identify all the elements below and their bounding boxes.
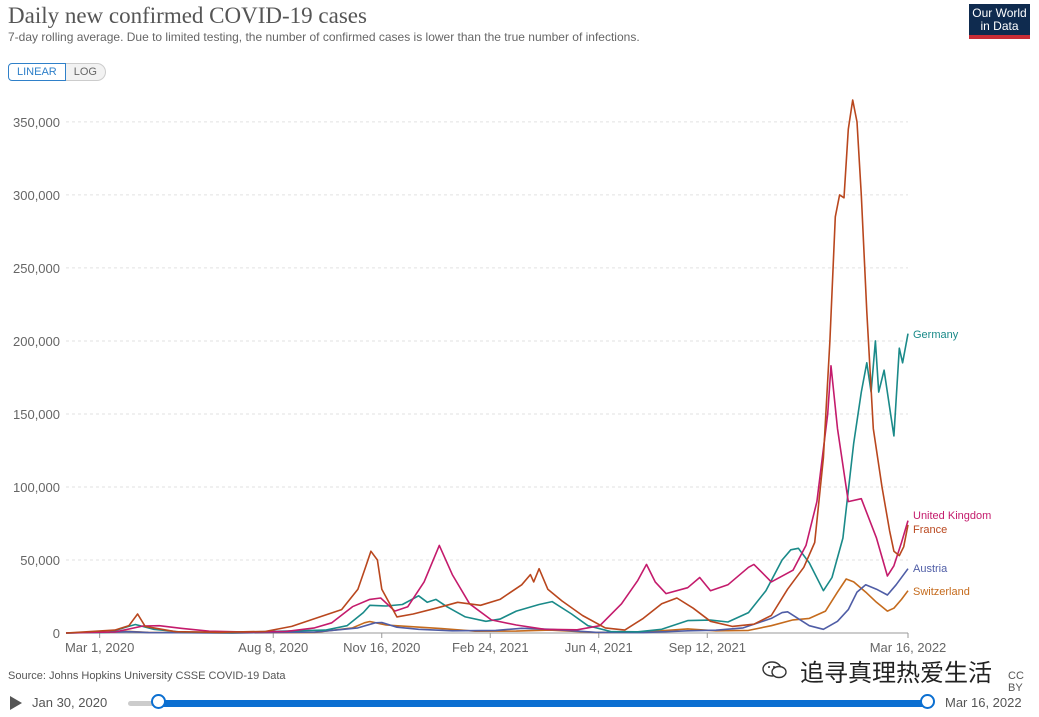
end-label-united-kingdom[interactable]: United Kingdom <box>913 510 991 522</box>
y-tick-label: 0 <box>53 626 60 641</box>
linear-scale-button[interactable]: LINEAR <box>8 63 66 81</box>
y-tick-label: 150,000 <box>13 407 60 422</box>
watermark-text: 追寻真理热爱生活 <box>800 659 992 687</box>
series-line-switzerland[interactable] <box>65 578 909 634</box>
y-axis-ticks: 0 50,000 100,000 150,000 200,000 250,000 300,0… <box>13 115 60 641</box>
chart-subtitle: 7-day rolling average. Due to limited te… <box>8 30 640 44</box>
timeline-end-handle[interactable] <box>920 694 935 709</box>
x-tick-label: Mar 16, 2022 <box>870 640 947 655</box>
play-icon[interactable] <box>10 696 22 710</box>
series-line-france[interactable] <box>65 99 909 634</box>
end-label-switzerland[interactable]: Switzerland <box>913 586 970 598</box>
x-tick-label: Mar 1, 2020 <box>65 640 134 655</box>
line-chart: 0 50,000 100,000 150,000 200,000 250,000 300,0… <box>13 99 991 655</box>
x-tick-label: Jun 4, 2021 <box>565 640 633 655</box>
gridlines <box>66 121 908 634</box>
timeline-slider: Jan 30, 2020 Mar 16, 2022 <box>0 690 1039 717</box>
license-label[interactable]: CC BY <box>1008 670 1024 694</box>
log-scale-button[interactable]: LOG <box>65 63 106 81</box>
x-tick-label: Nov 16, 2020 <box>343 640 420 655</box>
timeline-start-handle[interactable] <box>151 694 166 709</box>
x-axis-ticks: Mar 1, 2020 Aug 8, 2020 Nov 16, 2020 Feb 24… <box>65 633 946 655</box>
logo-line-1: Our World <box>972 6 1027 20</box>
y-tick-label: 350,000 <box>13 115 60 130</box>
series-line-united-kingdom[interactable] <box>65 365 909 634</box>
series-lines <box>65 99 909 634</box>
source-note: Source: Johns Hopkins University CSSE CO… <box>8 670 286 682</box>
x-tick-label: Aug 8, 2020 <box>238 640 308 655</box>
scale-toggle: LINEAR LOG <box>8 63 106 81</box>
logo-line-2: in Data <box>980 19 1019 33</box>
series-line-germany[interactable] <box>65 333 909 634</box>
series-line-austria[interactable] <box>65 568 909 634</box>
y-tick-label: 250,000 <box>13 261 60 276</box>
y-tick-label: 300,000 <box>13 188 60 203</box>
end-label-france[interactable]: France <box>913 524 947 536</box>
timeline-selected-range[interactable] <box>158 700 928 707</box>
end-label-austria[interactable]: Austria <box>913 563 948 575</box>
x-tick-label: Feb 24, 2021 <box>452 640 529 655</box>
chart-title: Daily new confirmed COVID-19 cases <box>8 3 367 28</box>
timeline-track[interactable] <box>128 701 160 706</box>
x-tick-label: Sep 12, 2021 <box>669 640 746 655</box>
timeline-start-label: Jan 30, 2020 <box>32 695 108 710</box>
end-label-germany[interactable]: Germany <box>913 329 959 341</box>
timeline-end-label: Mar 16, 2022 <box>945 695 1022 710</box>
owid-logo[interactable]: Our World in Data <box>969 4 1030 39</box>
series-end-labels: Germany United Kingdom France Austria Switze… <box>913 329 991 598</box>
y-tick-label: 50,000 <box>20 553 60 568</box>
y-tick-label: 200,000 <box>13 334 60 349</box>
y-tick-label: 100,000 <box>13 480 60 495</box>
wechat-icon <box>762 661 787 679</box>
